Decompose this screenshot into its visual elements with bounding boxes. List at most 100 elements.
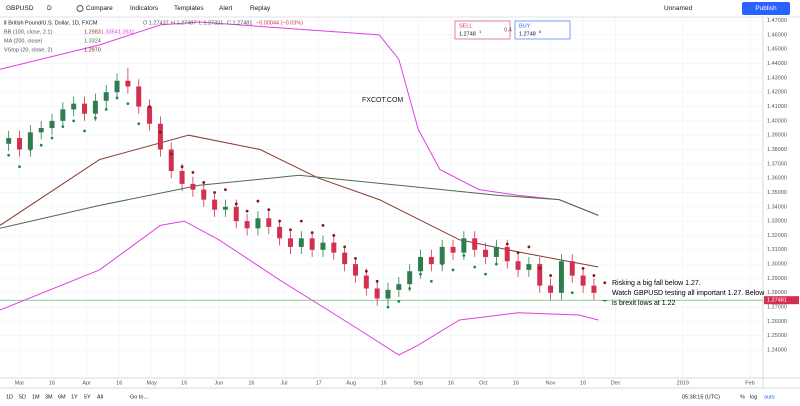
candle-body — [103, 92, 109, 101]
x-tick-label: 16 — [248, 380, 254, 386]
x-tick-label: Oct — [479, 380, 488, 386]
vstop-dot — [148, 105, 151, 108]
range-button[interactable]: 5D — [19, 394, 26, 400]
replay-button[interactable]: Replay — [250, 5, 271, 12]
candle-body — [255, 218, 261, 229]
candle-body — [320, 242, 326, 250]
candle-body — [212, 199, 218, 210]
buy-button[interactable] — [514, 20, 571, 40]
vstop-dot — [397, 299, 401, 303]
vstop-dot — [354, 256, 357, 260]
alert-button[interactable]: Alert — [219, 5, 233, 12]
x-tick-label: Jun — [214, 380, 223, 386]
x-tick-label: 17 — [316, 380, 322, 386]
vstop-dot — [473, 265, 477, 269]
auto-toggle[interactable]: auto — [764, 394, 775, 400]
candle-body — [342, 252, 348, 265]
y-tick-label: 1.28000 — [767, 290, 787, 296]
candle-body — [450, 246, 456, 253]
y-tick-label: 1.38000 — [767, 147, 787, 153]
sell-button[interactable] — [454, 20, 511, 40]
vstop-dot — [429, 279, 433, 283]
change: −0.00044 (−0.03%) — [256, 20, 303, 26]
annotation: is brexit lows at 1.22 — [612, 300, 676, 307]
ohlc: O 1.27437 — [143, 20, 169, 26]
legend: Ⅱ British Pound/U.S. Dollar, 1D, FXCM O … — [4, 20, 303, 53]
buy-price: 1.2748 — [519, 31, 536, 37]
y-tick-label: 1.27000 — [767, 305, 787, 311]
publish-button[interactable]: Publish — [755, 5, 777, 12]
x-tick-label: 16 — [513, 380, 519, 386]
vstop-dot — [28, 148, 32, 151]
vstop-dot — [386, 305, 390, 309]
vstop-dot — [202, 181, 206, 184]
buy-sup: 6 — [539, 29, 542, 34]
ohlc: L 1.27321 — [199, 20, 223, 26]
range-button[interactable]: 5Y — [84, 394, 91, 400]
buy-label: BUY — [519, 23, 531, 29]
y-tick-label: 1.41000 — [767, 104, 787, 110]
range-button[interactable]: 6M — [58, 394, 66, 400]
candle-body — [27, 132, 33, 150]
goto-button[interactable]: Go to... — [130, 394, 149, 400]
vstop-dot — [224, 188, 227, 192]
spread: 0.4 — [504, 27, 512, 33]
vstop-dot — [18, 165, 21, 169]
interval[interactable]: D — [47, 5, 52, 12]
vstop-dot — [570, 291, 574, 295]
candle-body — [179, 170, 185, 184]
vstop-dot — [234, 202, 238, 206]
indicator-line — [0, 174, 599, 229]
layout-name[interactable]: Unnamed — [664, 5, 693, 12]
range-button[interactable]: 1M — [32, 394, 40, 400]
range-button[interactable]: All — [97, 394, 103, 400]
vstop-dot — [505, 242, 509, 246]
candle-body — [461, 238, 467, 253]
ohlc: H 1.27487 — [171, 20, 196, 26]
candle-body — [6, 138, 12, 144]
vstop-dot — [560, 277, 563, 280]
vstop-dot — [408, 287, 412, 290]
y-tick-label: 1.31000 — [767, 247, 787, 253]
indicators-button[interactable]: Indicators — [130, 5, 159, 12]
candle-body — [331, 242, 337, 253]
y-tick-label: 1.45000 — [767, 47, 787, 53]
y-tick-label: 1.25000 — [767, 333, 787, 339]
range-button[interactable]: 1Y — [71, 394, 78, 400]
vstop-dot — [299, 219, 303, 223]
watermark: FXCOT.COM — [362, 97, 403, 104]
x-tick-label: 16 — [181, 380, 187, 386]
clock: 05:38:15 (UTC) — [682, 394, 720, 400]
y-tick-label: 1.33000 — [767, 219, 787, 225]
vstop-dot — [527, 245, 531, 249]
candle-body — [233, 206, 239, 222]
candle-body — [287, 238, 293, 247]
vstop-dot — [50, 136, 54, 140]
range-button[interactable]: 1D — [6, 394, 13, 400]
vstop-dot — [364, 269, 368, 273]
candle-body — [298, 238, 304, 247]
candle-body — [38, 128, 44, 133]
log-toggle[interactable]: log — [750, 394, 757, 400]
candle-body — [385, 289, 391, 299]
compare-button[interactable]: Compare — [86, 5, 113, 12]
vstop-dot — [289, 228, 292, 232]
publish-button-bg[interactable] — [742, 2, 790, 15]
bottom-bar: 1D 5D 1M 3M 6M 1Y 5Y All Go to... 05:38:… — [6, 394, 775, 400]
percent-toggle[interactable]: % — [740, 394, 745, 400]
range-button[interactable]: 3M — [45, 394, 53, 400]
vstop-dot — [93, 116, 97, 120]
candle-body — [114, 80, 120, 93]
vstop-dot — [278, 219, 282, 223]
indicator-value: 1.2983 — [84, 29, 101, 35]
templates-button[interactable]: Templates — [174, 5, 204, 12]
candle-body — [244, 221, 250, 229]
x-tick-label: 2019 — [677, 380, 689, 386]
symbol-title: Ⅱ British Pound/U.S. Dollar, 1D, FXCM — [4, 20, 98, 26]
symbol-search[interactable]: GBPUSD — [6, 5, 34, 12]
vstop-dot — [494, 262, 498, 266]
candle-body — [407, 271, 413, 285]
vstop-dot — [159, 130, 162, 134]
x-tick-label: Sep — [413, 380, 423, 386]
